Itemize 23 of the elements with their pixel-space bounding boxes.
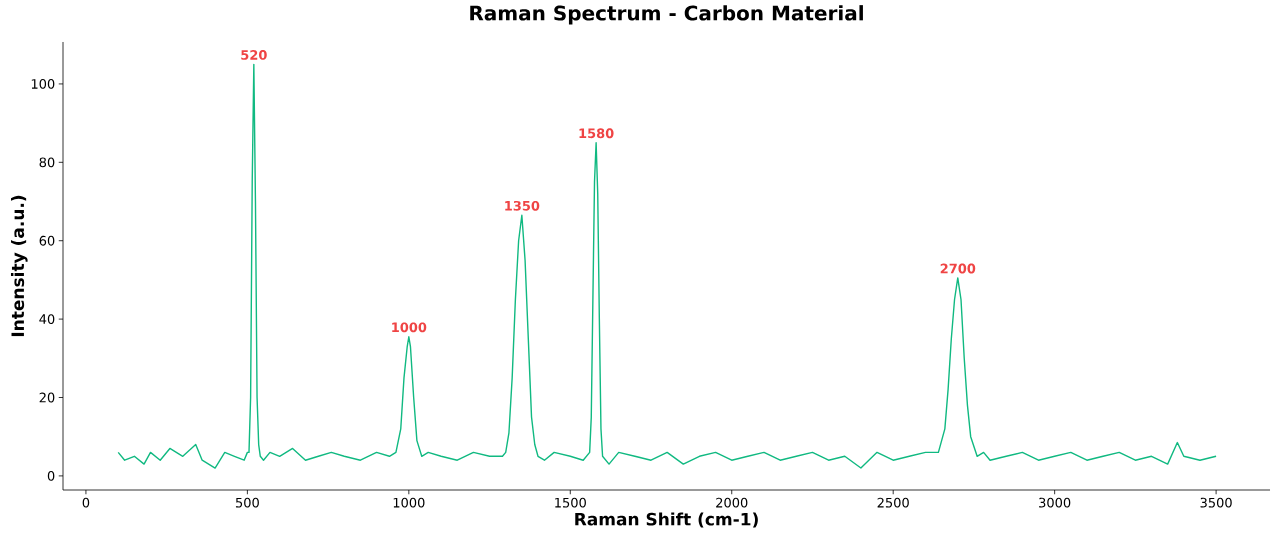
annotation: 2700 — [940, 263, 976, 274]
y-tick-label: 100 — [31, 79, 55, 89]
annotation: 520 — [241, 49, 267, 60]
y-tick-label: 40 — [39, 314, 55, 325]
chart-title: Raman Spectrum - Carbon Material — [470, 5, 863, 25]
x-tick-label: 2000 — [716, 497, 748, 508]
x-tick-label: 1500 — [555, 497, 586, 508]
x-tick-label: 3000 — [1039, 497, 1071, 508]
y-tick-label: 0 — [47, 470, 55, 481]
x-tick-label: 0 — [82, 497, 90, 508]
y-tick-label: 80 — [39, 157, 55, 168]
x-tick-label: 1000 — [393, 497, 425, 508]
annotation: 1000 — [392, 322, 427, 333]
y-tick-label: 60 — [39, 235, 55, 246]
x-tick-label: 2500 — [877, 497, 909, 508]
x-tick-label: 500 — [235, 497, 259, 508]
annotation: 1350 — [505, 200, 540, 211]
y-tick-label: 20 — [39, 392, 55, 403]
line-series — [117, 63, 1217, 469]
x-axis-title: Raman Shift (cm-1) — [575, 512, 758, 528]
annotation: 1580 — [579, 128, 614, 139]
y-axis-title: Intensity (a.u.) — [10, 195, 28, 337]
x-tick-label: 3500 — [1200, 497, 1232, 508]
